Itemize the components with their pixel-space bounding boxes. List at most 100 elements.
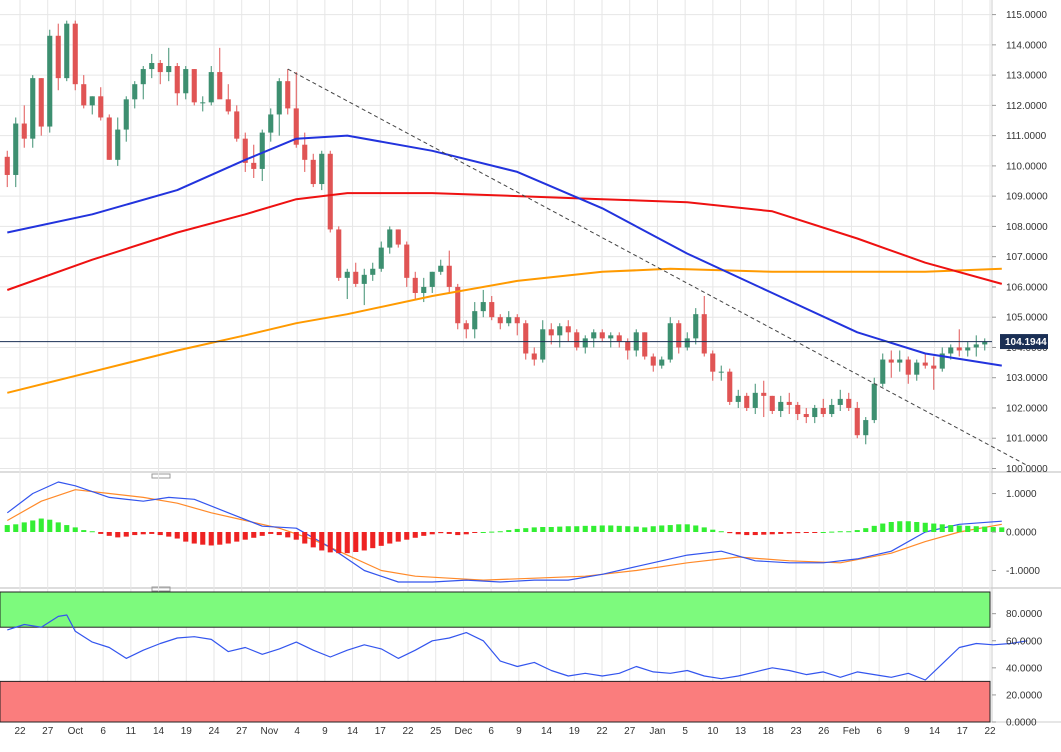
candle-down	[310, 159, 316, 185]
macd-bar-up	[489, 531, 495, 533]
candle-down	[523, 323, 529, 354]
macd-bar-up	[693, 525, 699, 532]
macd-bar-up	[888, 522, 894, 532]
candle-down	[786, 401, 792, 405]
macd-bar-down	[183, 532, 189, 542]
candle-up	[829, 404, 835, 415]
candle-down	[888, 359, 894, 363]
candle-up	[438, 265, 444, 272]
x-axis-label: 10	[707, 726, 719, 737]
candle-up	[276, 81, 282, 115]
macd-bar-up	[676, 524, 682, 532]
candle-down	[650, 356, 656, 366]
macd-bar-up	[718, 531, 724, 533]
candle-down	[616, 335, 622, 342]
candle-up	[361, 274, 367, 284]
candle-down	[463, 323, 469, 330]
price-tick-label: 102.0000	[1006, 403, 1048, 414]
candle-up	[208, 72, 214, 103]
macd-bar-up	[650, 526, 656, 532]
candle-up	[378, 247, 384, 269]
candle-down	[514, 317, 520, 324]
rsi-tick-label: 80.0000	[1006, 609, 1043, 620]
candle-up	[608, 335, 614, 339]
macd-bar-down	[242, 532, 248, 540]
x-axis-label: 22	[14, 726, 26, 737]
x-axis-label: Feb	[843, 726, 861, 737]
macd-bar-down	[319, 532, 325, 551]
candle-up	[752, 392, 758, 408]
x-axis-label: 27	[624, 726, 636, 737]
candle-up	[718, 371, 724, 373]
macd-bar-down	[174, 532, 180, 539]
candle-up	[200, 102, 206, 104]
current-price-tag: 104.1944	[1000, 334, 1048, 350]
macd-bar-down	[778, 532, 784, 534]
candle-up	[47, 35, 53, 127]
candle-down	[854, 407, 860, 436]
candle-down	[599, 332, 605, 339]
macd-bar-up	[582, 525, 588, 532]
axis-layer: 100.0000101.0000102.0000103.0000104.0000…	[14, 10, 1048, 737]
candle-down	[625, 341, 631, 351]
macd-bar-up	[47, 519, 53, 532]
candle-down	[574, 332, 580, 348]
price-tick-label: 114.0000	[1006, 40, 1047, 51]
macd-bar-up	[497, 531, 503, 533]
candle-down	[404, 244, 410, 278]
macd-bar-down	[761, 532, 767, 535]
candles-layer	[4, 20, 988, 445]
macd-bar-up	[667, 525, 673, 532]
price-tick-label: 106.0000	[1006, 282, 1048, 293]
x-axis-label: 18	[763, 726, 775, 737]
candle-down	[455, 286, 461, 324]
candle-up	[89, 96, 95, 106]
macd-bar-down	[472, 532, 478, 533]
macd-bar-up	[30, 520, 36, 532]
x-axis-label: 23	[790, 726, 802, 737]
x-axis-label: 9	[322, 726, 328, 737]
macd-bar-up	[982, 526, 988, 532]
candle-down	[727, 371, 733, 402]
macd-bar-up	[506, 530, 512, 532]
macd-bar-down	[370, 532, 376, 549]
x-axis-label: 27	[236, 726, 248, 737]
macd-bar-down	[395, 532, 401, 542]
macd-bar-up	[4, 525, 10, 532]
candle-down	[497, 317, 503, 324]
rsi-tick-label: 60.0000	[1006, 636, 1043, 647]
price-tick-label: 100.0000	[1006, 464, 1048, 475]
candle-down	[106, 117, 112, 160]
rsi-oversold-zone	[0, 680, 991, 723]
candle-up	[880, 359, 886, 384]
macd-bar-up	[846, 531, 852, 533]
x-axis-label: 9	[516, 726, 522, 737]
x-axis-label: 25	[430, 726, 442, 737]
macd-bar-down	[123, 532, 129, 537]
candle-down	[285, 81, 291, 109]
macd-bar-down	[735, 532, 741, 535]
x-axis-label: Oct	[68, 726, 84, 737]
macd-bar-up	[625, 526, 631, 532]
candle-up	[812, 407, 818, 418]
candle-down	[4, 156, 10, 175]
candle-up	[30, 78, 36, 139]
x-axis-label: 22	[984, 726, 996, 737]
candle-up	[344, 271, 350, 278]
macd-bar-up	[863, 528, 869, 532]
candle-down	[922, 362, 928, 366]
macd-bar-down	[191, 532, 197, 544]
macd-bar-up	[55, 522, 61, 532]
candle-down	[531, 353, 537, 360]
macd-bar-down	[200, 532, 206, 545]
price-tick-label: 101.0000	[1006, 434, 1048, 445]
macd-bar-down	[786, 532, 792, 534]
macd-bar-down	[149, 532, 155, 534]
macd-bar-up	[514, 528, 520, 532]
macd-bar-down	[217, 532, 223, 545]
candle-down	[446, 265, 452, 287]
candle-up	[557, 326, 563, 336]
macd-bar-down	[251, 532, 257, 538]
macd-bar-up	[89, 531, 95, 533]
